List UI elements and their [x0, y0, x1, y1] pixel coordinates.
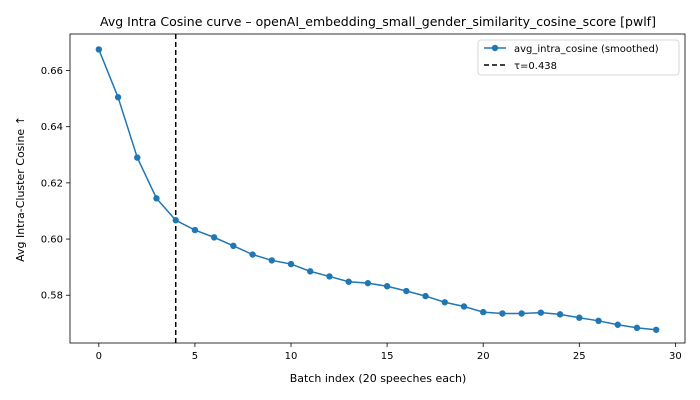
chart-title: Avg Intra Cosine curve – openAI_embeddin… [100, 14, 656, 29]
legend-threshold-label: τ=0.438 [514, 61, 557, 72]
data-point [364, 279, 372, 287]
x-tick-label: 0 [96, 351, 102, 362]
x-tick-label: 20 [477, 351, 490, 362]
data-point [595, 317, 602, 325]
data-point [652, 326, 660, 333]
data-point [172, 217, 179, 224]
data-point [422, 292, 429, 300]
y-axis-label: Avg Intra-Cluster Cosine ↑ [14, 116, 27, 262]
legend: avg_intra_cosine (smoothed) τ=0.438 [477, 39, 680, 76]
x-tick-label: 30 [669, 351, 682, 362]
x-axis-label: Batch index (20 speeches each) [290, 372, 467, 385]
data-point [114, 94, 122, 101]
data-point [537, 309, 545, 316]
data-point [403, 287, 410, 295]
data-point [556, 311, 564, 318]
data-point [633, 324, 641, 332]
series-line [98, 49, 657, 331]
x-tick-label: 15 [381, 351, 394, 362]
y-tick-label: 0.60 [41, 235, 63, 246]
data-point [614, 321, 621, 328]
x-tick-label: 10 [285, 351, 298, 362]
data-point [95, 46, 103, 53]
data-point [345, 278, 352, 285]
data-point [287, 260, 295, 268]
data-point [191, 226, 199, 234]
y-tick-label: 0.64 [41, 122, 63, 133]
data-point [576, 314, 583, 321]
data-point [518, 310, 525, 317]
data-point [499, 310, 506, 317]
x-tick-label: 25 [573, 351, 586, 362]
legend-series-marker [491, 44, 499, 52]
data-point [307, 268, 314, 275]
data-point [249, 251, 256, 258]
y-tick-label: 0.58 [41, 291, 63, 302]
data-point [210, 234, 218, 241]
x-tick-label: 5 [192, 351, 198, 362]
legend-box [477, 39, 680, 76]
data-point [460, 303, 468, 310]
plot-frame [69, 33, 686, 344]
data-point [480, 308, 487, 316]
legend-series-label: avg_intra_cosine (smoothed) [514, 44, 659, 55]
y-axis-ticks: 0.58 0.60 0.62 0.64 0.66 [41, 66, 70, 302]
y-tick-label: 0.66 [41, 66, 63, 77]
data-point [230, 242, 237, 250]
data-point [326, 273, 333, 280]
data-point [134, 154, 141, 161]
x-axis-ticks: 0 5 10 15 20 25 30 [96, 343, 682, 362]
data-point [383, 283, 391, 290]
data-point [268, 257, 275, 264]
y-tick-label: 0.62 [41, 178, 63, 189]
data-point [153, 195, 160, 202]
data-point [441, 299, 448, 306]
series-layer [95, 46, 660, 333]
